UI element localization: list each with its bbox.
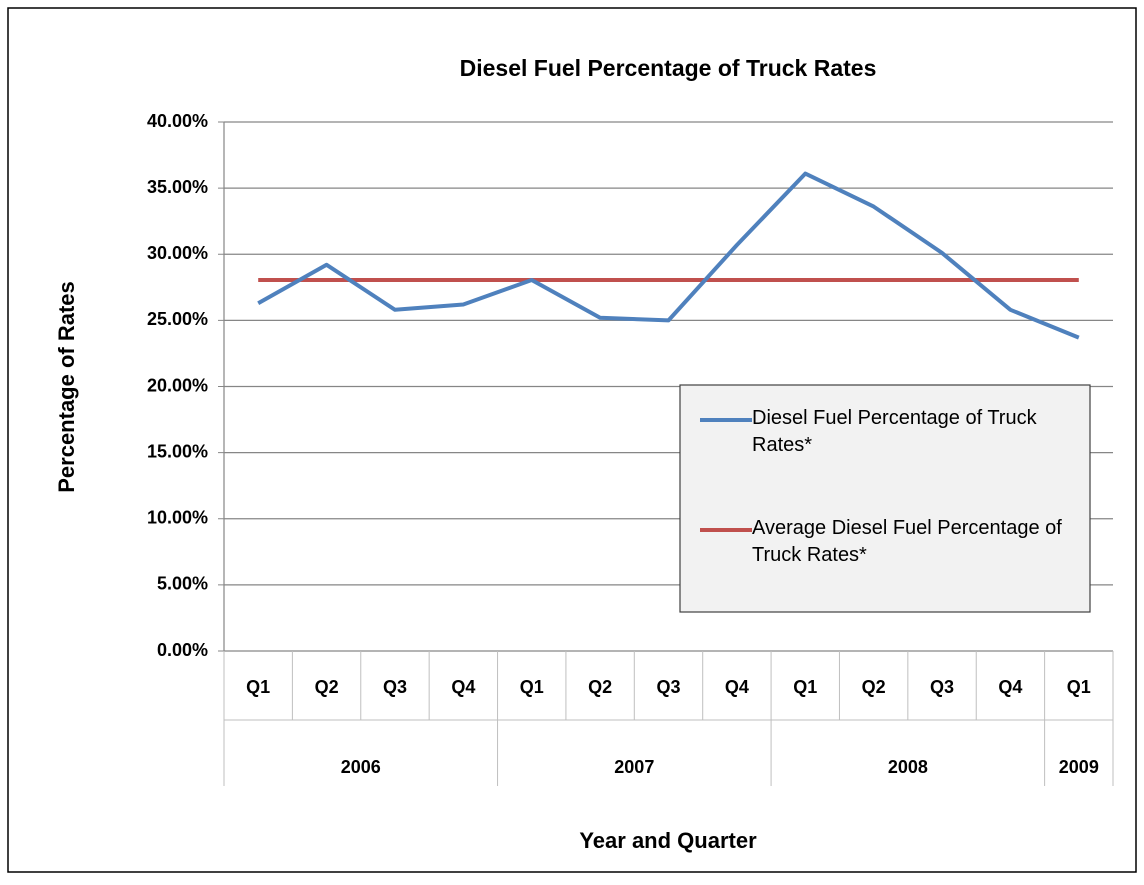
y-tick-label: 40.00% (147, 111, 208, 131)
x-tick-label: Q2 (862, 677, 886, 697)
y-tick-label: 30.00% (147, 243, 208, 263)
y-tick-label: 20.00% (147, 375, 208, 395)
x-tick-label: Q1 (1067, 677, 1091, 697)
y-tick-label: 5.00% (157, 574, 208, 594)
x-tick-label: Q4 (451, 677, 475, 697)
y-tick-label: 0.00% (157, 640, 208, 660)
y-tick-label: 15.00% (147, 441, 208, 461)
x-group-label: 2007 (614, 757, 654, 777)
x-group-label: 2006 (341, 757, 381, 777)
y-tick-label: 10.00% (147, 508, 208, 528)
x-tick-label: Q1 (520, 677, 544, 697)
x-tick-label: Q1 (793, 677, 817, 697)
x-tick-label: Q4 (725, 677, 749, 697)
x-tick-label: Q4 (998, 677, 1022, 697)
x-tick-label: Q2 (588, 677, 612, 697)
x-tick-label: Q2 (315, 677, 339, 697)
series-line (257, 171, 1080, 340)
legend-label: Average Diesel Fuel Percentage of Truck … (752, 517, 1062, 566)
legend-entry: Average Diesel Fuel Percentage of Truck … (752, 517, 1062, 566)
y-tick-label: 35.00% (147, 177, 208, 197)
legend-label: Diesel Fuel Percentage of Truck Rates* (752, 407, 1037, 456)
x-tick-label: Q3 (656, 677, 680, 697)
y-axis-title: Percentage of Rates (54, 281, 79, 493)
x-group-label: 2009 (1059, 757, 1099, 777)
chart-title: Diesel Fuel Percentage of Truck Rates (460, 55, 877, 81)
x-group-label: 2008 (888, 757, 928, 777)
x-tick-label: Q3 (930, 677, 954, 697)
x-tick-label: Q1 (246, 677, 270, 697)
legend-entry: Diesel Fuel Percentage of Truck Rates* (752, 407, 1037, 456)
legend-box (679, 384, 1091, 613)
x-axis-title: Year and Quarter (579, 828, 757, 853)
y-tick-label: 25.00% (147, 309, 208, 329)
x-tick-label: Q3 (383, 677, 407, 697)
